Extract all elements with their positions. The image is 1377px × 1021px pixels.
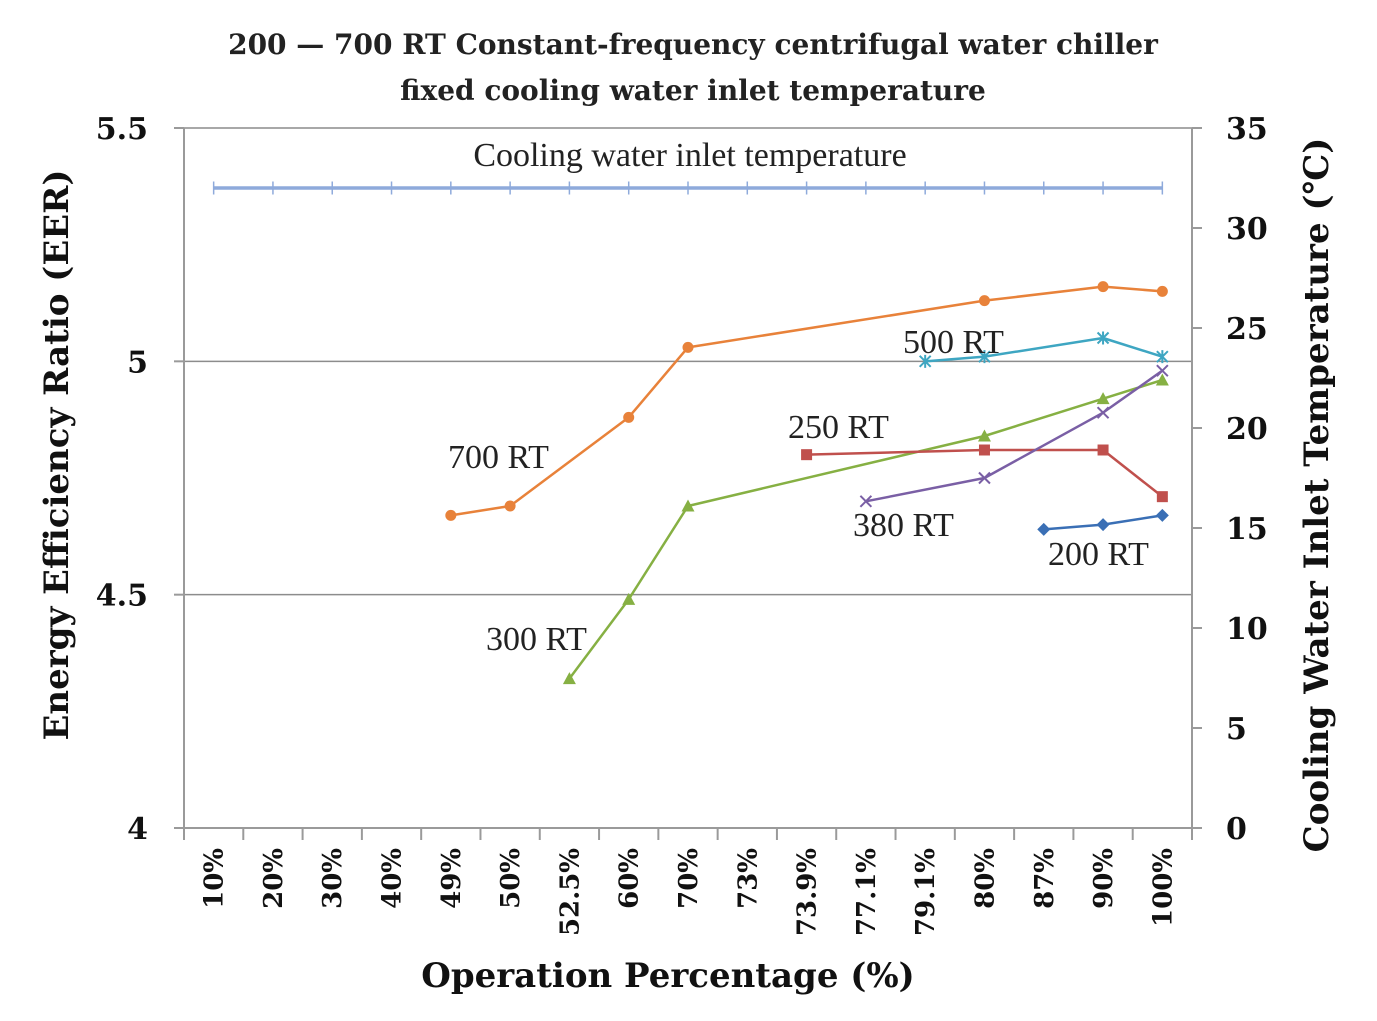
x-tick-label: 30% (318, 848, 348, 909)
y-tick-label: 4 (127, 812, 148, 847)
series-line-380-rt (865, 369, 1164, 503)
series-200-rt (1037, 508, 1169, 536)
x-tick-label: 87% (1030, 848, 1060, 909)
data-point-300-rt (622, 592, 636, 605)
data-point-500-rt (1096, 331, 1110, 345)
x-tick-label: 73.9% (793, 848, 823, 936)
data-point-700-rt (1097, 281, 1109, 293)
series-line-500-rt (925, 336, 1163, 363)
x-tick-label: 70% (674, 848, 704, 909)
x-tick-label: 10% (200, 848, 230, 909)
data-point-700-rt (445, 509, 457, 521)
data-point-700-rt (1156, 285, 1168, 297)
series-line-250-rt (806, 448, 1164, 498)
y2-tick-label: 0 (1226, 812, 1247, 847)
y2-tick-label: 15 (1226, 512, 1268, 547)
data-point-200-rt (1155, 508, 1169, 522)
x-tick-label: 77.1% (852, 848, 882, 936)
y2-tick-label: 25 (1226, 312, 1268, 347)
data-point-250-rt (1097, 444, 1109, 456)
x-tick-label: 20% (259, 848, 289, 909)
y2-tick-label: 30 (1226, 212, 1268, 247)
data-point-300-rt (562, 672, 576, 685)
series-380-rt (859, 364, 1169, 508)
data-point-700-rt (504, 500, 516, 512)
axes (174, 127, 1202, 840)
y2-tick-label: 35 (1226, 112, 1268, 147)
x-tick-label: 52.5% (555, 848, 585, 936)
y2-tick-label: 10 (1226, 612, 1268, 647)
annotation-500-rt: 500 RT (903, 324, 1004, 361)
series-500-rt (918, 331, 1169, 368)
data-point-250-rt (978, 444, 990, 456)
data-point-380-rt (978, 471, 991, 485)
y2-tick-label: 5 (1226, 712, 1247, 747)
series-layer (212, 181, 1169, 685)
x-tick-label: 73% (733, 848, 763, 909)
y-tick-label: 4.5 (96, 579, 148, 614)
data-point-300-rt (1096, 392, 1110, 405)
series-line-700-rt (450, 285, 1163, 517)
x-tick-label: 100% (1148, 848, 1178, 927)
series-cooling-water-inlet-temperature (212, 181, 1164, 195)
data-point-200-rt (1096, 518, 1110, 532)
chart-title: 200 — 700 RT Constant-frequency centrifu… (228, 28, 1159, 61)
data-point-500-rt (918, 354, 932, 368)
data-point-300-rt (681, 499, 695, 512)
x-tick-label: 40% (378, 848, 408, 909)
data-point-250-rt (1156, 491, 1168, 503)
data-point-700-rt (978, 295, 990, 307)
gridlines (184, 127, 1192, 596)
x-tick-label: 79.1% (911, 848, 941, 936)
series-line-300-rt (568, 378, 1163, 680)
annotation-200-rt: 200 RT (1048, 536, 1149, 573)
y-axis-title: Energy Efficiency Ratio (EER) (37, 169, 77, 740)
data-point-380-rt (1096, 406, 1110, 419)
data-point-300-rt (1155, 373, 1169, 386)
chart-subtitle: fixed cooling water inlet temperature (400, 74, 986, 107)
x-tick-label: 60% (615, 848, 645, 909)
data-point-500-rt (978, 350, 991, 364)
data-point-380-rt (1156, 364, 1169, 377)
x-tick-label: 50% (496, 848, 526, 909)
y-tick-label: 5 (127, 345, 148, 380)
annotation-380-rt: 380 RT (853, 507, 954, 544)
data-point-500-rt (1156, 350, 1169, 364)
data-point-200-rt (1037, 522, 1051, 536)
series-250-rt (801, 444, 1168, 503)
annotation-700-rt: 700 RT (448, 439, 549, 476)
x-tick-label: 80% (970, 848, 1000, 909)
series-700-rt (445, 281, 1168, 521)
data-point-250-rt (801, 449, 813, 461)
y-tick-label: 5.5 (96, 112, 148, 147)
data-point-300-rt (977, 429, 991, 442)
tick-labels: 4 4.5 5 5.5 0 5 10 15 20 25 30 35 10% 20% 30% 40% 49% 50%… (96, 112, 1268, 936)
y2-axis-title: Cooling Water Inlet Temperature (℃) (1297, 138, 1337, 853)
annotation-300-rt: 300 RT (486, 621, 587, 658)
annotation-cooling-water: Cooling water inlet temperature (473, 137, 906, 174)
x-tick-label: 49% (437, 848, 467, 909)
annotation-250-rt: 250 RT (788, 409, 889, 446)
y2-tick-label: 20 (1226, 412, 1268, 447)
data-point-380-rt (859, 495, 873, 508)
data-point-700-rt (682, 341, 694, 353)
series-300-rt (562, 373, 1169, 685)
data-point-700-rt (623, 411, 635, 423)
x-tick-label: 90% (1089, 848, 1119, 909)
x-axis-title: Operation Percentage (%) (421, 956, 915, 996)
